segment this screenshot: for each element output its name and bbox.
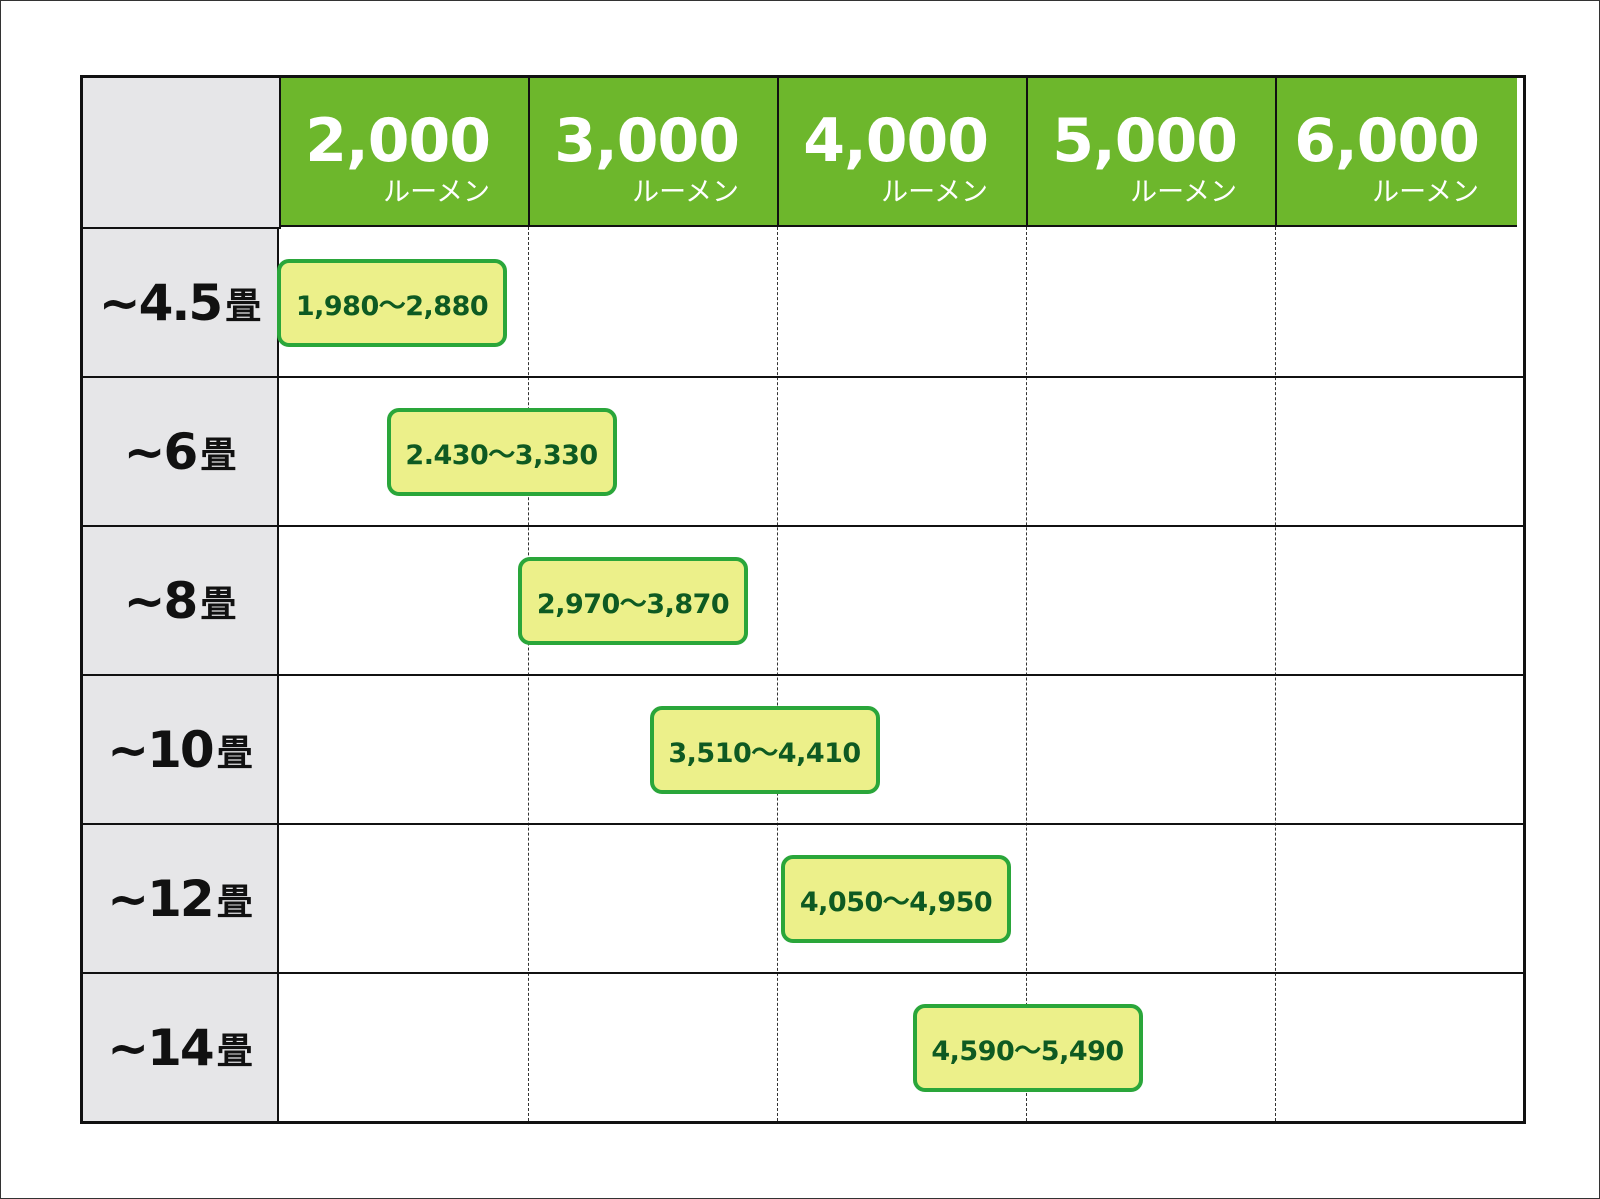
row-divider <box>83 823 1523 825</box>
column-unit: ルーメン <box>1372 177 1479 208</box>
room-unit: 畳 <box>200 434 237 476</box>
column-unit: ルーメン <box>1130 177 1237 208</box>
lumen-range-box: 4,050〜4,950 <box>781 855 1012 943</box>
room-size: ~14 <box>107 1018 214 1077</box>
column-unit: ルーメン <box>881 177 988 208</box>
column-lumen-value: 2,000 <box>305 106 491 176</box>
column-header: 6,000 ルーメン <box>1275 78 1517 227</box>
column-lumen-value: 6,000 <box>1294 106 1480 176</box>
row-label: ~6 畳 <box>83 378 279 525</box>
column-unit: ルーメン <box>632 177 739 208</box>
row-label: ~12 畳 <box>83 825 279 972</box>
column-header: 4,000 ルーメン <box>777 78 1026 227</box>
lumen-range-box: 4,590〜5,490 <box>912 1004 1143 1092</box>
room-size: ~12 <box>107 869 214 928</box>
room-unit: 畳 <box>216 1030 253 1072</box>
row-label: ~4.5 畳 <box>83 229 279 376</box>
row-divider <box>83 674 1523 676</box>
row-label: ~8 畳 <box>83 527 279 674</box>
room-unit: 畳 <box>216 881 253 923</box>
lumen-range-box: 3,510〜4,410 <box>649 706 880 794</box>
lumen-range-box: 2,970〜3,870 <box>518 557 749 645</box>
corner-cell <box>83 78 281 229</box>
lumen-range-box: 2.430〜3,330 <box>386 408 617 496</box>
column-lumen-value: 5,000 <box>1052 106 1238 176</box>
row-divider <box>83 525 1523 527</box>
column-unit: ルーメン <box>383 177 490 208</box>
room-size: ~6 <box>123 422 199 481</box>
row-divider <box>83 972 1523 974</box>
lumen-range-box: 1,980〜2,880 <box>277 259 507 347</box>
lumen-table: 2,000 ルーメン 3,000 ルーメン 4,000 ルーメン 5,000 ルーメン 6,00… <box>80 75 1526 1124</box>
room-unit: 畳 <box>216 732 253 774</box>
room-size: ~4.5 <box>98 273 223 332</box>
column-lumen-value: 4,000 <box>803 106 989 176</box>
column-lumen-value: 3,000 <box>554 106 740 176</box>
column-header: 2,000 ルーメン <box>279 78 528 227</box>
room-unit: 畳 <box>200 583 237 625</box>
row-divider <box>83 376 1523 378</box>
room-size: ~8 <box>123 571 199 630</box>
row-label: ~10 畳 <box>83 676 279 823</box>
row-label: ~14 畳 <box>83 974 279 1121</box>
column-header: 3,000 ルーメン <box>528 78 777 227</box>
column-header: 5,000 ルーメン <box>1026 78 1275 227</box>
room-unit: 畳 <box>225 285 262 327</box>
room-size: ~10 <box>107 720 214 779</box>
